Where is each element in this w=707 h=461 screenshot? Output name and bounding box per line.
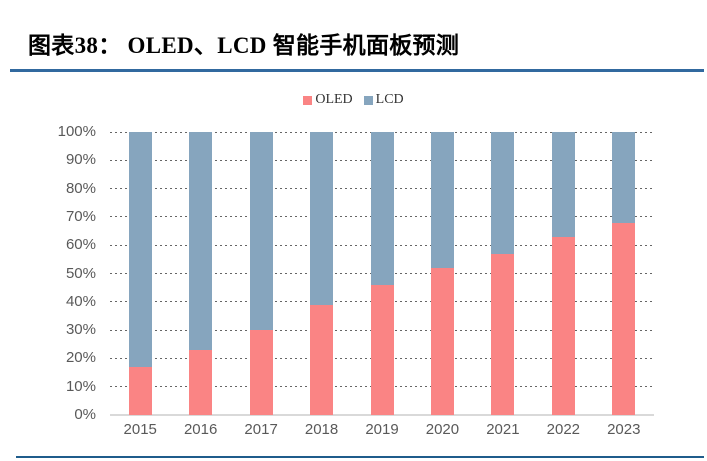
bar-segment-lcd bbox=[128, 132, 152, 367]
y-tick-label: 30% bbox=[65, 321, 96, 339]
legend-swatch-lcd bbox=[363, 95, 373, 105]
bar-segment-oled bbox=[370, 284, 394, 415]
legend: OLED LCD bbox=[0, 92, 707, 108]
bar-segment-lcd bbox=[551, 132, 575, 237]
y-tick-label: 80% bbox=[65, 179, 96, 197]
bar-segment-oled bbox=[612, 222, 636, 415]
bar-segment-oled bbox=[551, 236, 575, 415]
y-tick-label: 70% bbox=[65, 207, 96, 225]
bar-group-2015 bbox=[128, 132, 152, 415]
bar-group-2022 bbox=[551, 132, 575, 415]
bar-segment-lcd bbox=[249, 132, 273, 331]
x-tick-label: 2015 bbox=[123, 421, 157, 438]
bar-group-2017 bbox=[249, 132, 273, 415]
x-tick-label: 2018 bbox=[304, 421, 339, 438]
bar-segment-oled bbox=[430, 267, 454, 415]
page-bottom-rule bbox=[16, 456, 704, 458]
bar-segment-lcd bbox=[370, 132, 394, 285]
bar-segment-oled bbox=[310, 304, 334, 415]
x-tick-label: 2020 bbox=[425, 421, 460, 438]
figure-caption: 图表38： OLED、LCD 智能手机面板预测 bbox=[28, 33, 460, 58]
bar-group-2020 bbox=[430, 132, 454, 415]
caption-underline bbox=[10, 69, 704, 72]
bar-segment-lcd bbox=[310, 132, 334, 305]
bar-segment-lcd bbox=[491, 132, 515, 254]
bar-group-2019 bbox=[370, 132, 394, 415]
legend-swatch-oled bbox=[303, 95, 313, 105]
y-tick-label: 50% bbox=[65, 264, 96, 282]
bar-segment-oled bbox=[128, 366, 152, 415]
x-axis-labels: 2015 2016 2017 2018 2019 2020 2021 2022 2023 bbox=[110, 421, 654, 443]
bar-group-2016 bbox=[189, 132, 213, 415]
x-tick-label: 2021 bbox=[486, 421, 520, 438]
plot-area bbox=[110, 131, 654, 416]
legend-item-oled: OLED bbox=[303, 92, 353, 108]
x-tick-label: 2016 bbox=[183, 421, 218, 438]
bar-segment-oled bbox=[249, 330, 273, 415]
bar-segment-lcd bbox=[430, 132, 454, 268]
bar-segment-lcd bbox=[612, 132, 636, 223]
y-tick-label: 10% bbox=[65, 377, 96, 395]
legend-label-oled: OLED bbox=[315, 92, 353, 107]
bar-group-2021 bbox=[491, 132, 515, 415]
y-axis-labels: 100% 90% 80% 70% 60% 50% 40% 30% 20% 10% 0% bbox=[0, 123, 96, 423]
bar-segment-oled bbox=[189, 349, 213, 415]
x-axis-line bbox=[110, 414, 654, 416]
y-tick-label: 60% bbox=[65, 236, 96, 254]
y-tick-label: 0% bbox=[74, 406, 96, 423]
x-tick-label: 2023 bbox=[607, 421, 641, 438]
x-tick-label: 2017 bbox=[244, 421, 278, 438]
bar-group-2023 bbox=[612, 132, 636, 415]
legend-item-lcd: LCD bbox=[363, 92, 404, 108]
x-tick-label: 2022 bbox=[546, 421, 581, 438]
bar-segment-lcd bbox=[189, 132, 213, 350]
bar-group-2018 bbox=[310, 132, 334, 415]
legend-label-lcd: LCD bbox=[375, 92, 404, 107]
y-tick-label: 90% bbox=[65, 151, 96, 169]
y-tick-label: 100% bbox=[57, 123, 96, 140]
bar-segment-oled bbox=[491, 253, 515, 415]
x-tick-label: 2019 bbox=[365, 421, 399, 438]
y-tick-label: 40% bbox=[65, 292, 96, 310]
y-tick-label: 20% bbox=[65, 349, 96, 367]
